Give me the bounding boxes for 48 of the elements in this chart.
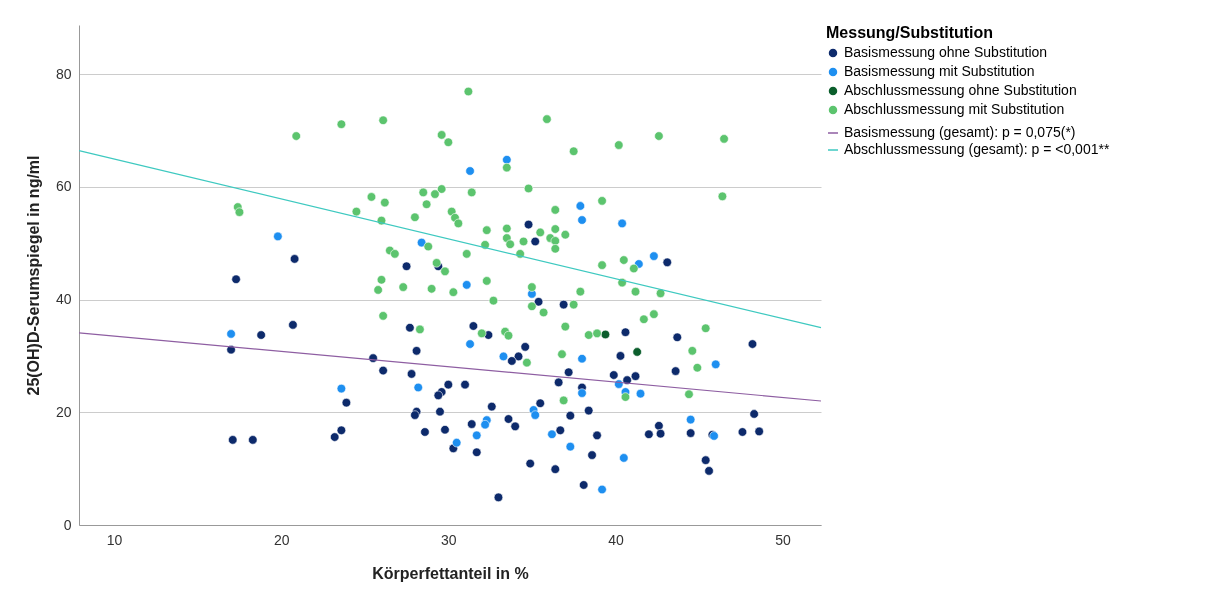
y-tick-label: 80 [55,65,72,82]
point [711,359,721,369]
point [619,453,629,463]
y-axis-title: 25(OH)D-Serumspiegel in ng/ml [24,155,42,396]
point [413,382,423,393]
point [565,442,575,452]
x-tick-label: 20 [273,531,290,548]
point [686,414,696,425]
point [575,201,585,211]
legend-title: Messung/Substitution [826,24,994,41]
legend-label: Basismessung (gesamt): p = 0,075(*) [844,124,1076,140]
point [226,329,236,339]
legend-label: Abschlussmessung ohne Substitution [844,82,1077,98]
legend-label: Basismessung ohne Substitution [844,44,1048,60]
y-tick-label: 60 [55,178,72,195]
y-tick-label: 40 [55,291,72,308]
point [577,388,587,398]
point [577,215,587,225]
point [649,251,659,261]
x-axis-title: Körperfettanteil in % [372,564,529,582]
x-tick-label: 50 [775,531,792,548]
legend-label: Abschlussmessung mit Substitution [844,101,1065,117]
point [465,339,475,349]
x-tick-label: 40 [608,531,624,548]
point [547,429,557,439]
y-tick-label: 20 [55,403,72,420]
point [530,410,540,420]
point [416,237,427,248]
y-tick-label: 0 [63,516,72,533]
point [452,438,462,448]
x-tick-label: 30 [441,531,457,548]
point [577,354,587,364]
legend-label: Basismessung mit Substitution [844,63,1035,79]
point [472,430,482,440]
point [480,420,490,430]
point [498,351,509,362]
point [597,484,607,495]
point [462,280,472,290]
legend-label: Abschlussmessung (gesamt): p = <0,001** [844,141,1110,157]
x-tick-label: 10 [106,531,123,548]
point [600,329,611,340]
point [635,389,646,399]
point [632,347,642,357]
point [273,231,283,242]
point [502,155,512,165]
point [336,383,346,394]
point [617,218,627,229]
point [465,166,475,176]
